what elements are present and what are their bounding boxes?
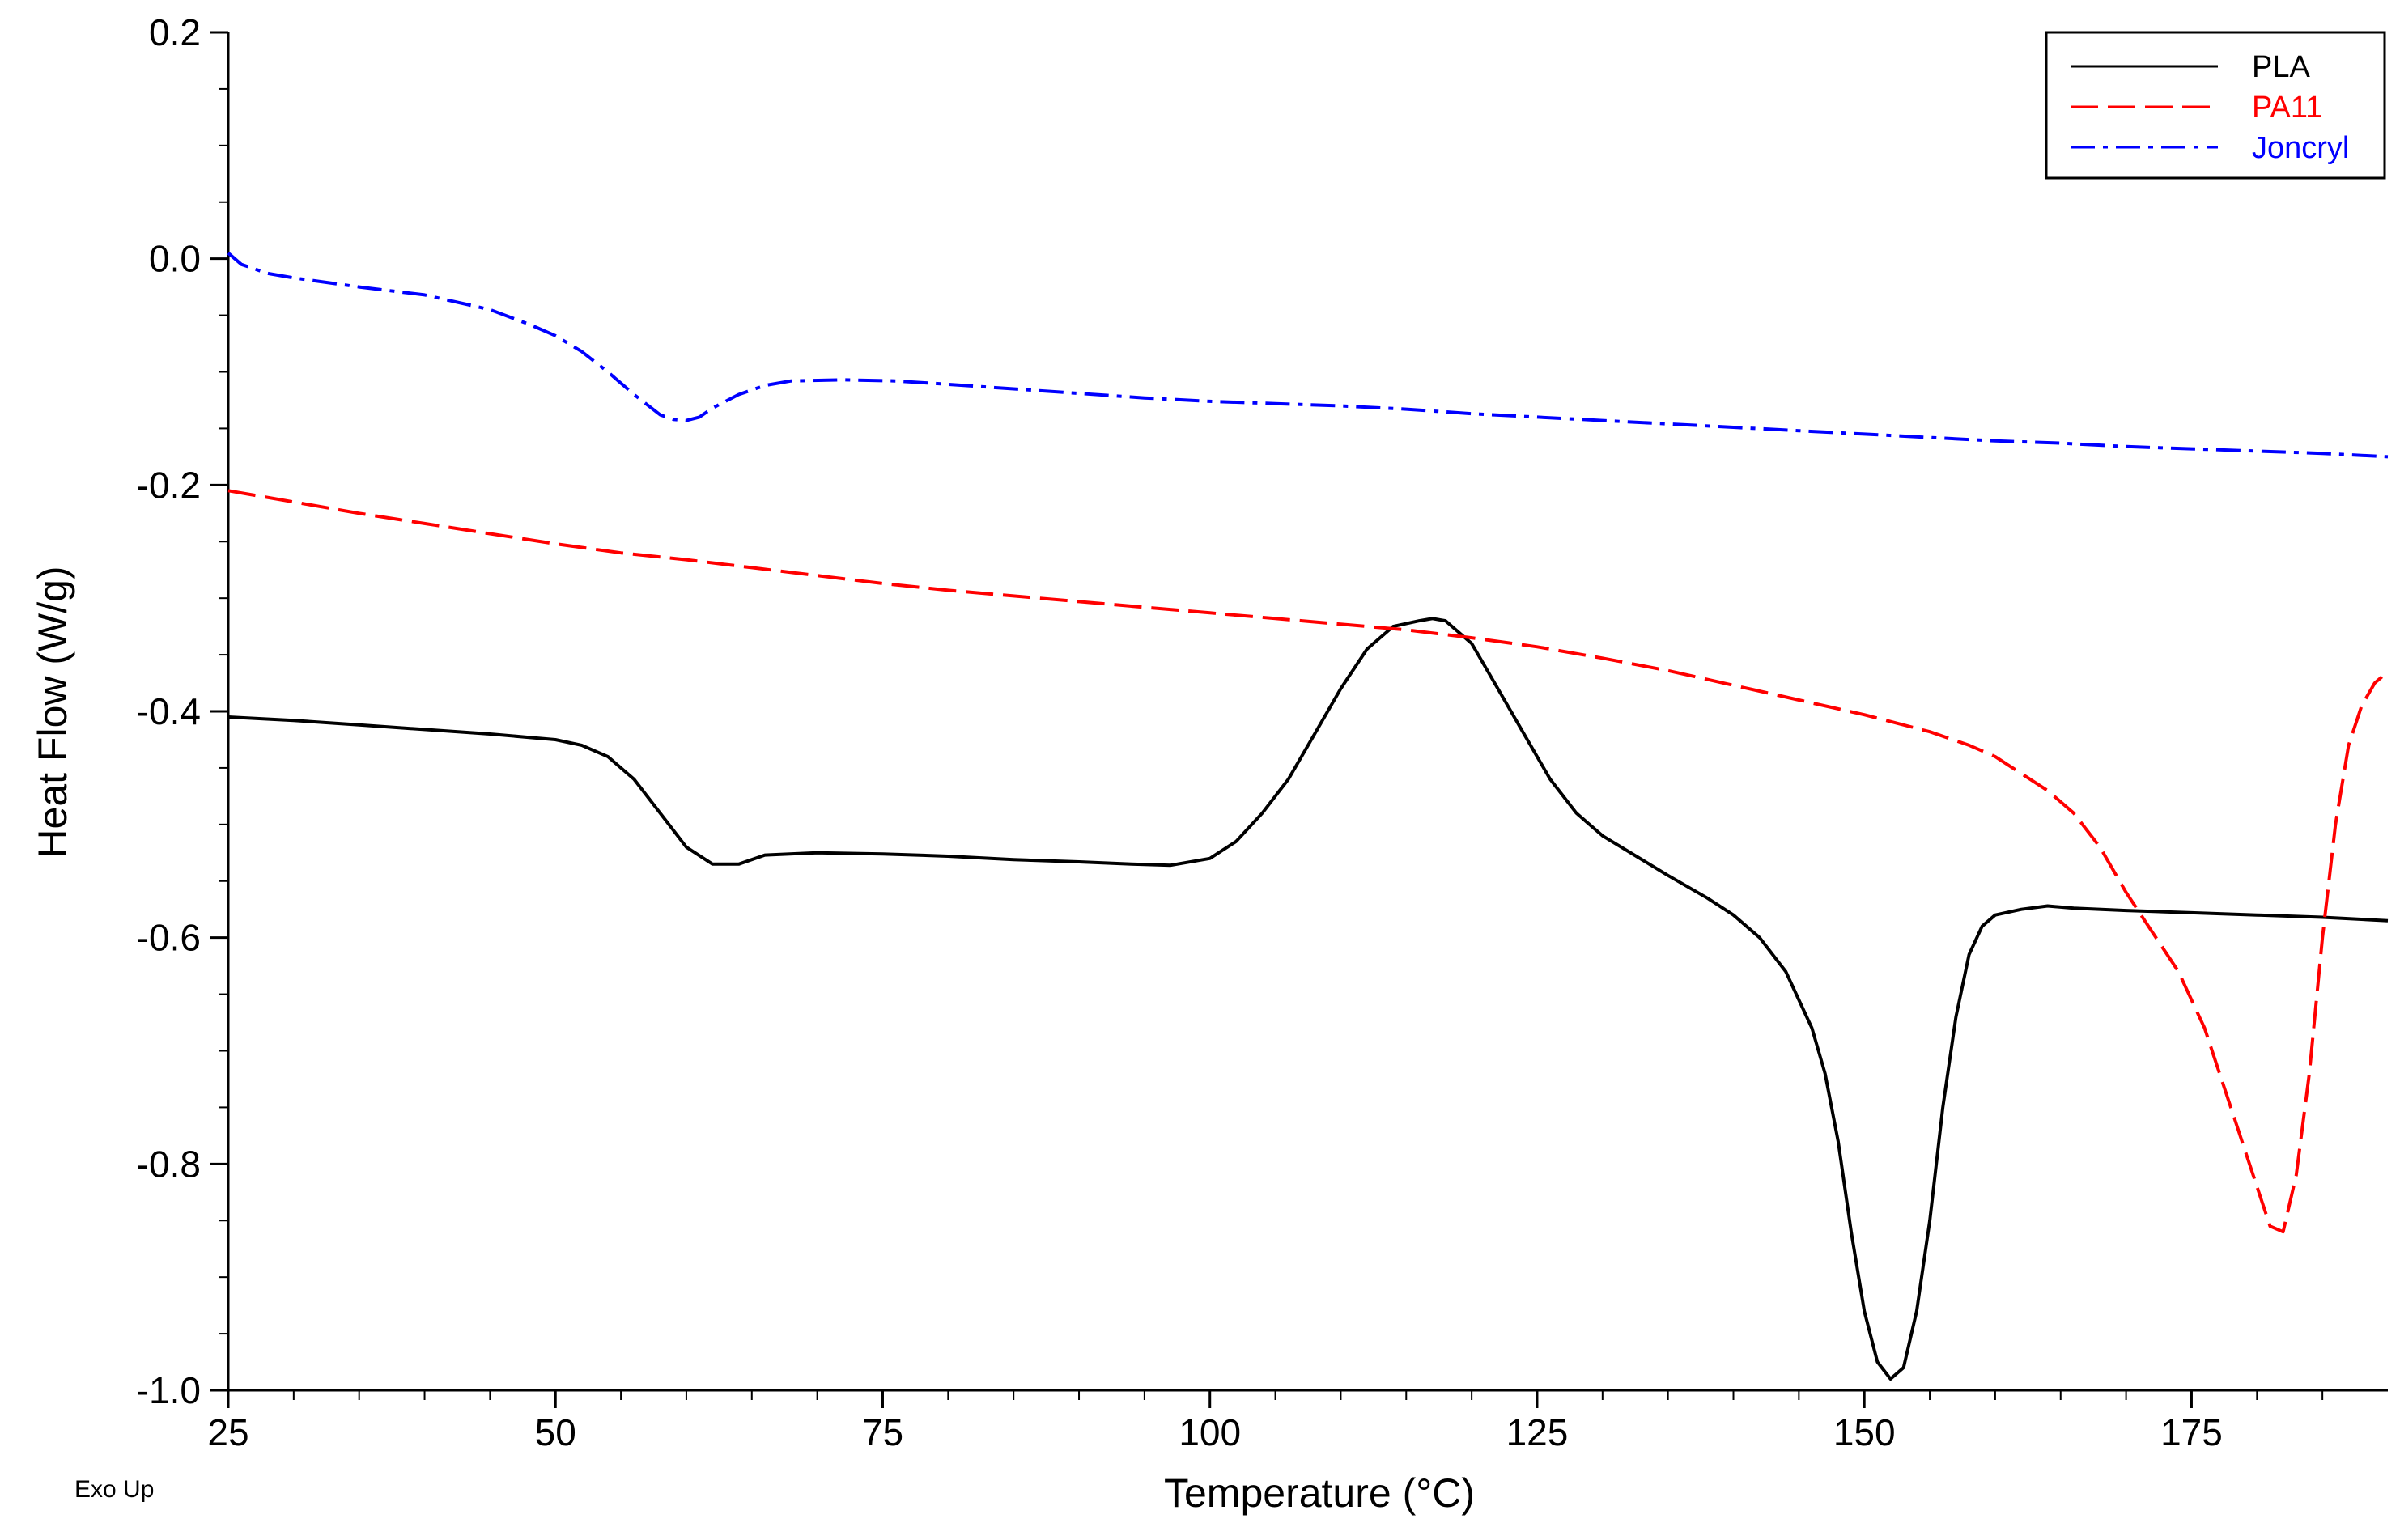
series-lines bbox=[227, 252, 2389, 1381]
x-tick-label: 150 bbox=[1833, 1411, 1896, 1453]
legend-box bbox=[2045, 31, 2386, 180]
y-tick-label: -0.8 bbox=[137, 1143, 201, 1185]
y-tick-label: -0.2 bbox=[137, 464, 201, 506]
series-line-pla bbox=[227, 617, 2389, 1381]
y-tick-label: -0.6 bbox=[137, 917, 201, 959]
x-tick-label: 25 bbox=[207, 1411, 248, 1453]
y-tick-label: -1.0 bbox=[137, 1369, 201, 1411]
legend: PLA PA11 Joncryl bbox=[2045, 31, 2386, 180]
x-tick-label: 175 bbox=[2160, 1411, 2223, 1453]
x-tick-label: 50 bbox=[535, 1411, 576, 1453]
legend-label-pa11: PA11 bbox=[2252, 91, 2322, 125]
y-tick-label: -0.4 bbox=[137, 690, 201, 732]
x-axis-title: Temperature (°C) bbox=[1164, 1470, 1475, 1516]
axis-ticks bbox=[210, 31, 2324, 1408]
x-tick-label: 75 bbox=[862, 1411, 903, 1453]
series-line-pa11 bbox=[227, 489, 2389, 1234]
legend-label-pla: PLA bbox=[2252, 50, 2310, 84]
y-axis-title: Heat Flow (W/g) bbox=[30, 566, 75, 858]
legend-label-joncryl: Joncryl bbox=[2252, 131, 2349, 165]
series-line-joncryl bbox=[227, 252, 2389, 459]
y-tick-label: 0.2 bbox=[149, 11, 201, 53]
y-tick-label: 0.0 bbox=[149, 238, 201, 280]
tick-labels: 25 50 75 100 125 150 175 0.2 0.0 -0.2 -0.4 -0.6 -0.8… bbox=[137, 11, 2223, 1453]
x-tick-label: 125 bbox=[1506, 1411, 1569, 1453]
x-tick-label: 100 bbox=[1179, 1411, 1241, 1453]
exo-up-note: Exo Up bbox=[74, 1476, 154, 1503]
